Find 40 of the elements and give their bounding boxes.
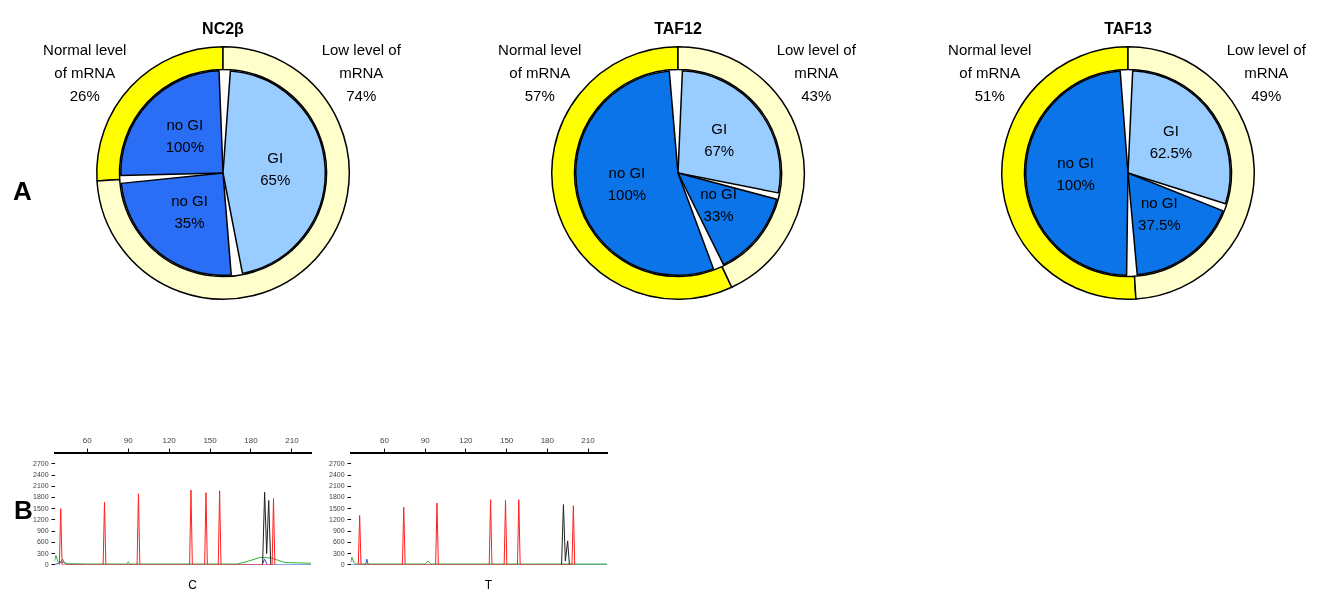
data-label: 51% [974, 86, 1005, 104]
chart-title: NC2β [201, 20, 245, 38]
text: GI 62.5% [1149, 122, 1193, 162]
x-tick-label: 150 [203, 436, 218, 445]
x-tick-label: 150 [499, 436, 514, 445]
x-axis-title: C [187, 578, 198, 592]
x-tick-label: 120 [459, 436, 474, 445]
text: no GI 100% [1056, 153, 1095, 193]
text: GI 67% [704, 119, 735, 159]
text: no GI 33% [700, 185, 737, 225]
x-tick-label: 120 [162, 436, 177, 445]
x-tick-label: 60 [82, 436, 93, 445]
text: no GI 35% [171, 192, 208, 232]
slice-label: Normal level of mRNA [948, 40, 1032, 81]
x-tick-label: 180 [540, 436, 555, 445]
slice-label: Low level of mRNA [321, 40, 402, 81]
data-label: 74% [346, 86, 377, 104]
slice-label: Normal level of mRNA [498, 40, 582, 81]
x-tick-label: 180 [244, 436, 259, 445]
slice-label: Low level of mRNA [776, 40, 857, 81]
text: B [14, 495, 33, 526]
x-axis-title: T [483, 578, 494, 592]
text: no GI 100% [165, 116, 205, 156]
x-tick-label: 90 [123, 436, 134, 445]
x-tick-label: 210 [581, 436, 596, 445]
text: GI 65% [260, 149, 291, 189]
text: no GI 100% [607, 163, 647, 203]
data-label: 49% [1251, 86, 1282, 104]
slice-label: Low level of mRNA [1226, 40, 1307, 81]
x-tick-label: 90 [420, 436, 431, 445]
slice-label: Normal level of mRNA [43, 40, 127, 81]
x-tick-label: 60 [380, 436, 390, 445]
text: no GI 37.5% [1138, 194, 1181, 234]
x-tick-label: 210 [285, 436, 300, 445]
data-label: 57% [524, 86, 555, 104]
data-label: 43% [801, 86, 832, 104]
chart-title: TAF12 [653, 20, 703, 38]
data-label: 26% [69, 86, 100, 104]
chart-title: TAF13 [1103, 20, 1153, 38]
text: A [13, 176, 32, 207]
